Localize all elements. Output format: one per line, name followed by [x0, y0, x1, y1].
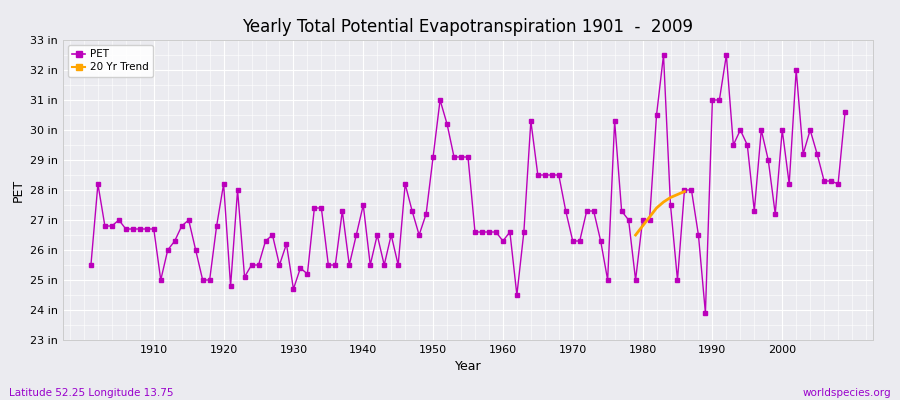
Title: Yearly Total Potential Evapotranspiration 1901  -  2009: Yearly Total Potential Evapotranspiratio…: [242, 18, 694, 36]
Text: Latitude 52.25 Longitude 13.75: Latitude 52.25 Longitude 13.75: [9, 388, 174, 398]
Legend: PET, 20 Yr Trend: PET, 20 Yr Trend: [68, 45, 153, 77]
Y-axis label: PET: PET: [12, 178, 24, 202]
X-axis label: Year: Year: [454, 360, 482, 374]
Text: worldspecies.org: worldspecies.org: [803, 388, 891, 398]
